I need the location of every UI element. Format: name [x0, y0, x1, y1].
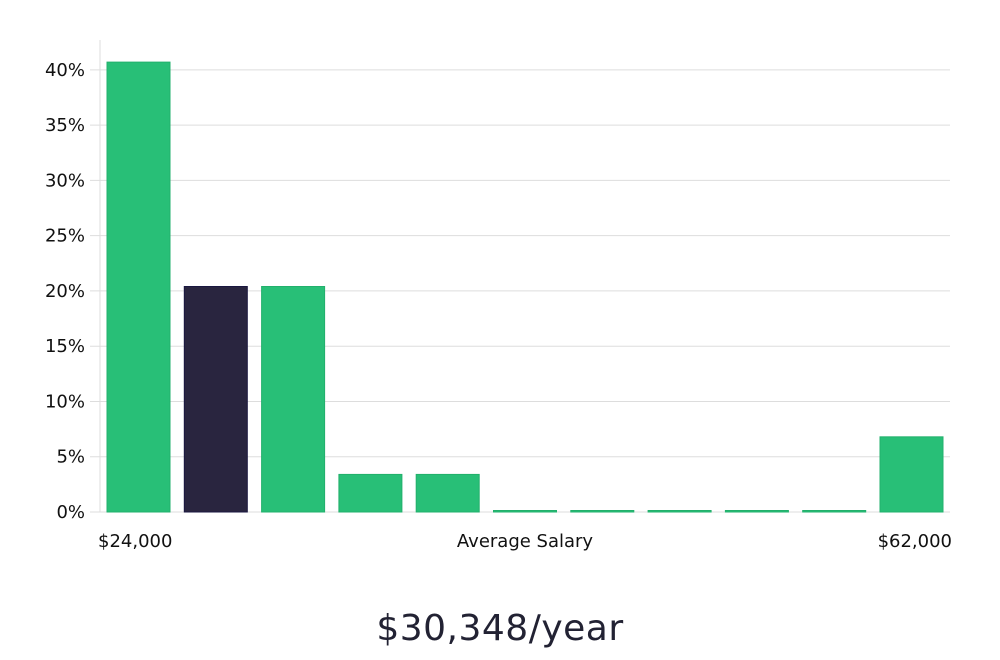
- y-tick-label: 25%: [45, 226, 85, 247]
- bar: [415, 473, 480, 513]
- y-tick-label: 35%: [45, 115, 85, 136]
- bar: [879, 436, 944, 513]
- y-tick-label: 15%: [45, 336, 85, 357]
- x-center-label: Average Salary: [457, 531, 594, 552]
- x-min-label: $24,000: [98, 531, 172, 552]
- y-axis-ticks: 0% 5% 10% 15% 20% 25% 30% 35% 40%: [45, 60, 85, 523]
- y-tick-label: 5%: [56, 447, 85, 468]
- bar: [570, 510, 635, 513]
- bar-highlighted: [183, 286, 248, 513]
- y-tick-label: 40%: [45, 60, 85, 81]
- bar: [647, 510, 712, 513]
- bar: [493, 510, 557, 513]
- x-max-label: $62,000: [878, 531, 952, 552]
- salary-histogram: 0% 5% 10% 15% 20% 25% 30% 35% 40% $24,000 Averag…: [45, 40, 952, 552]
- y-tick-label: 10%: [45, 391, 85, 412]
- bar: [802, 510, 867, 513]
- bar: [106, 61, 171, 513]
- y-tick-label: 30%: [45, 170, 85, 191]
- y-tick-label: 20%: [45, 281, 85, 302]
- y-tick-label: 0%: [56, 502, 85, 523]
- average-salary-value: $30,348/year: [376, 608, 624, 649]
- bar: [261, 286, 326, 513]
- bars: [106, 61, 944, 513]
- bar: [724, 510, 789, 513]
- bar: [338, 473, 403, 513]
